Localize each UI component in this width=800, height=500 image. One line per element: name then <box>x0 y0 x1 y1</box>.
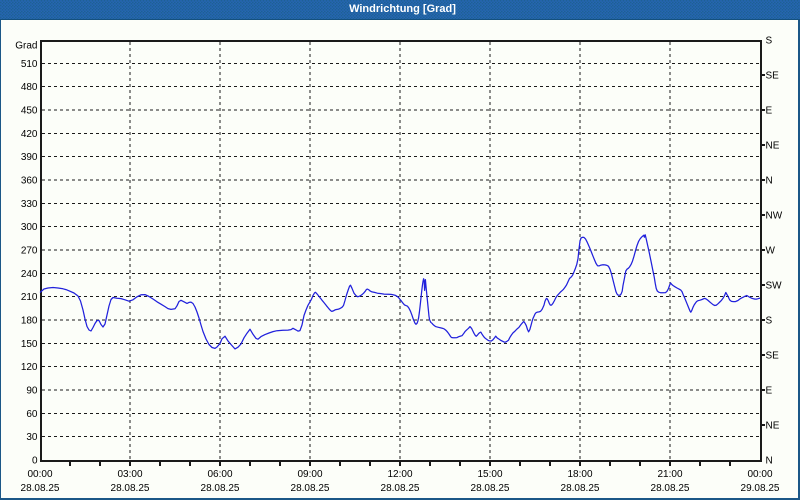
svg-text:06:00: 06:00 <box>207 469 232 480</box>
svg-text:360: 360 <box>21 176 38 187</box>
svg-text:510: 510 <box>21 59 38 70</box>
svg-text:480: 480 <box>21 82 38 93</box>
svg-text:S: S <box>766 36 773 47</box>
svg-text:W: W <box>766 246 776 257</box>
svg-text:300: 300 <box>21 222 38 233</box>
svg-text:12:00: 12:00 <box>387 469 412 480</box>
svg-text:28.08.25: 28.08.25 <box>381 483 420 494</box>
svg-text:150: 150 <box>21 339 38 350</box>
svg-text:03:00: 03:00 <box>117 469 142 480</box>
svg-text:N: N <box>766 176 773 187</box>
svg-text:28.08.25: 28.08.25 <box>291 483 330 494</box>
svg-text:120: 120 <box>21 362 38 373</box>
svg-text:SW: SW <box>766 281 783 292</box>
svg-text:28.08.25: 28.08.25 <box>111 483 150 494</box>
svg-text:390: 390 <box>21 152 38 163</box>
svg-text:N: N <box>766 456 773 467</box>
svg-text:09:00: 09:00 <box>297 469 322 480</box>
svg-text:210: 210 <box>21 292 38 303</box>
svg-text:450: 450 <box>21 106 38 117</box>
svg-text:28.08.25: 28.08.25 <box>21 483 60 494</box>
svg-text:NE: NE <box>766 141 780 152</box>
svg-text:90: 90 <box>26 386 38 397</box>
svg-text:28.08.25: 28.08.25 <box>561 483 600 494</box>
svg-text:SE: SE <box>766 71 780 82</box>
svg-text:NW: NW <box>766 211 783 222</box>
svg-text:28.08.25: 28.08.25 <box>471 483 510 494</box>
svg-text:21:00: 21:00 <box>657 469 682 480</box>
svg-text:240: 240 <box>21 269 38 280</box>
svg-text:420: 420 <box>21 129 38 140</box>
svg-text:15:00: 15:00 <box>477 469 502 480</box>
svg-text:SE: SE <box>766 351 780 362</box>
svg-text:Grad: Grad <box>15 41 37 52</box>
svg-text:29.08.25: 29.08.25 <box>741 483 780 494</box>
svg-text:60: 60 <box>26 409 38 420</box>
svg-text:330: 330 <box>21 199 38 210</box>
svg-text:S: S <box>766 316 773 327</box>
svg-text:18:00: 18:00 <box>567 469 592 480</box>
svg-text:E: E <box>766 386 773 397</box>
svg-text:0: 0 <box>32 456 38 467</box>
svg-text:30: 30 <box>26 432 38 443</box>
svg-text:NE: NE <box>766 421 780 432</box>
svg-text:270: 270 <box>21 246 38 257</box>
svg-text:00:00: 00:00 <box>27 469 52 480</box>
svg-text:28.08.25: 28.08.25 <box>201 483 240 494</box>
svg-text:28.08.25: 28.08.25 <box>651 483 690 494</box>
svg-text:180: 180 <box>21 316 38 327</box>
svg-text:00:00: 00:00 <box>747 469 772 480</box>
svg-text:E: E <box>766 106 773 117</box>
